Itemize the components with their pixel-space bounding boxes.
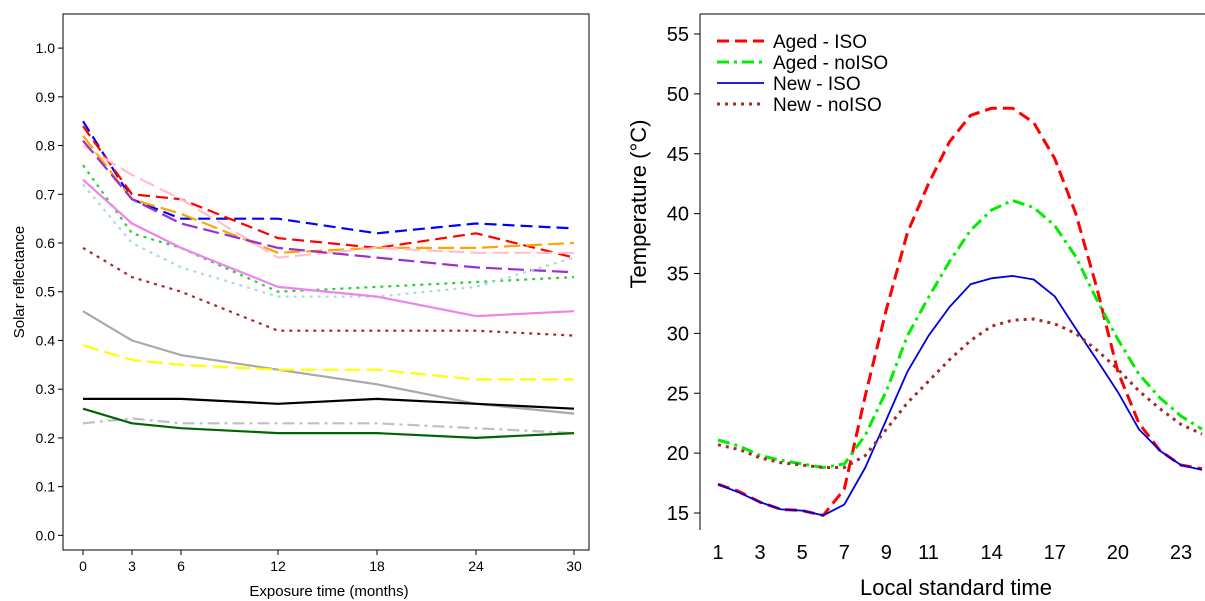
right-series-line — [717, 317, 1203, 469]
left-y-tick-label: 0.2 — [36, 430, 56, 446]
left-series-line — [82, 407, 575, 439]
left-series-line — [82, 417, 575, 435]
left-x-tick-label: 18 — [369, 558, 385, 574]
left-series-line — [82, 246, 575, 337]
right-y-tick-label: 50 — [667, 84, 689, 106]
left-series-line — [82, 178, 575, 318]
right-x-tick-label: 23 — [1170, 542, 1192, 564]
right-x-tick-label: 7 — [839, 542, 850, 564]
right-x-axis-title: Local standard time — [860, 575, 1052, 600]
left-y-tick-label: 0.4 — [36, 332, 56, 348]
left-series-lines — [82, 120, 575, 439]
left-y-tick-label: 0.1 — [36, 479, 56, 495]
left-series-line — [82, 183, 575, 298]
left-x-tick-label: 24 — [468, 558, 484, 574]
right-series-line — [717, 199, 1203, 469]
left-y-tick-label: 0.3 — [36, 381, 56, 397]
right-x-tick-label: 5 — [797, 542, 808, 564]
left-y-tick-label: 0.6 — [36, 235, 56, 251]
left-series-line — [82, 144, 574, 259]
left-x-tick-label: 6 — [177, 558, 185, 574]
right-x-tick-label: 11 — [918, 542, 939, 564]
left-x-tick-label: 30 — [566, 558, 582, 574]
legend-label: Aged - noISO — [773, 53, 888, 74]
left-x-tick-label: 3 — [128, 558, 136, 574]
left-plot-frame — [62, 13, 590, 551]
right-x-tick-label: 9 — [881, 542, 892, 564]
right-x-tick-label: 20 — [1107, 542, 1129, 564]
left-x-tick-label: 12 — [270, 558, 286, 574]
right-y-tick-label: 35 — [667, 264, 689, 286]
right-x-tick-label: 3 — [755, 542, 766, 564]
left-series-line — [82, 120, 575, 235]
left-series-line — [82, 164, 575, 293]
left-series-line — [83, 397, 575, 410]
right-x-tick-label: 14 — [980, 542, 1002, 564]
right-x-tick-label: 17 — [1044, 542, 1066, 564]
right-y-tick-label: 40 — [667, 204, 689, 226]
right-y-tick-label: 20 — [667, 443, 689, 465]
left-y-tick-label: 0.5 — [36, 284, 56, 300]
left-y-tick-label: 0.8 — [36, 138, 56, 154]
left-x-tick-label: 0 — [79, 558, 87, 574]
right-y-tick-label: 15 — [667, 503, 689, 525]
right-y-tick-label: 55 — [667, 24, 689, 46]
left-series-line — [82, 125, 575, 259]
left-y-tick-label: 1.0 — [36, 40, 56, 56]
right-y-tick-label: 25 — [667, 383, 689, 405]
right-series-line — [717, 274, 1203, 517]
left-y-tick-label: 0.7 — [36, 186, 56, 202]
left-y-axis-title: Solar reflectance — [11, 226, 28, 339]
right-x-tick-label: 1 — [712, 542, 723, 564]
right-series-lines — [717, 106, 1203, 517]
left-x-axis-title: Exposure time (months) — [249, 583, 408, 600]
left-y-axis: 0.0 0.1 0.2 0.3 0.4 0.5 0.6 0.7 0.8 0.9 1.0 — [36, 40, 63, 543]
right-y-axis-title: Temperature (°C) — [626, 120, 651, 289]
legend-label: Aged - ISO — [773, 32, 867, 53]
right-series-line — [717, 106, 1203, 517]
right-y-tick-label: 30 — [667, 323, 689, 345]
left-chart: 0.0 0.1 0.2 0.3 0.4 0.5 0.6 0.7 0.8 0.9 1.0 0 3 6 12 1… — [11, 13, 590, 600]
right-y-axis: 15 20 25 30 35 40 45 50 55 — [667, 24, 700, 525]
left-x-axis: 0 3 6 12 18 24 30 — [79, 550, 582, 574]
right-x-axis: 1 3 5 7 9 11 14 17 20 23 — [712, 542, 1192, 564]
left-y-tick-label: 0.9 — [36, 89, 56, 105]
legend-label: New - ISO — [773, 74, 861, 95]
right-y-tick-label: 45 — [667, 144, 689, 166]
left-series-line — [82, 344, 574, 381]
legend-label: New - noISO — [773, 95, 882, 116]
left-series-line — [82, 139, 575, 274]
left-y-tick-label: 0.0 — [36, 527, 56, 543]
